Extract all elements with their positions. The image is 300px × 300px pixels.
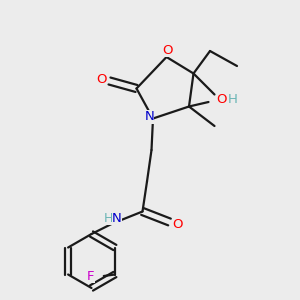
Text: F: F [87,269,94,283]
Text: H: H [228,93,237,106]
Text: H: H [103,212,113,225]
Text: O: O [96,73,106,86]
Text: N: N [112,212,122,225]
Text: O: O [162,44,173,57]
Text: O: O [173,218,183,231]
Text: N: N [145,110,154,124]
Text: O: O [216,93,226,106]
